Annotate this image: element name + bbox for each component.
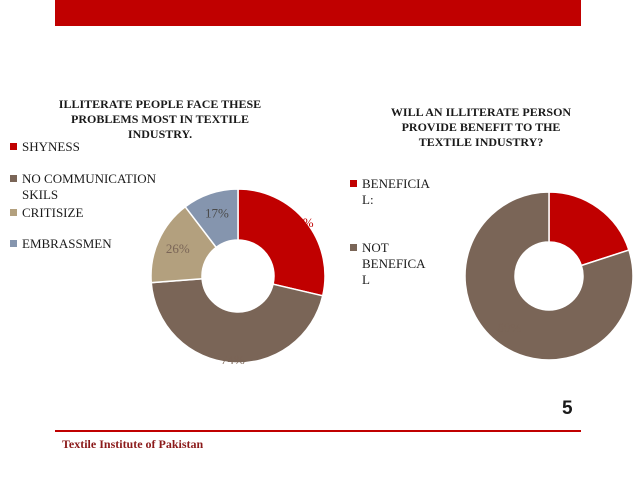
- legend-swatch: [10, 209, 17, 216]
- data-label: 20%: [575, 214, 599, 229]
- donut-slice-not-benefical: [464, 191, 634, 361]
- legend-item-beneficial: BENEFICIA L:: [350, 176, 462, 208]
- title-line: ILLITERATE PEOPLE FACE THESE: [58, 97, 262, 111]
- legend-item-no-communication: NO COMMUNICATION SKILS: [10, 171, 212, 203]
- legend-label: EMBRASSMEN: [22, 236, 112, 251]
- footer-divider: [55, 430, 581, 432]
- data-label: 47%: [290, 215, 314, 230]
- title-line: PROBLEMS MOST IN TEXTILE: [71, 112, 249, 126]
- legend-label: CRITISIZE: [22, 205, 84, 220]
- footer-org-name: Textile Institute of Pakistan: [62, 437, 204, 451]
- donut-slice-embrassmen: [184, 188, 239, 249]
- legend-swatch: [10, 175, 17, 182]
- legend-label: NO COMMUNICATION: [22, 171, 156, 186]
- legend-label: L:: [362, 192, 374, 207]
- chart-title-benefit: WILL AN ILLITERATE PERSON PROVIDE BENEFI…: [360, 105, 602, 150]
- donut-slice-no-communication-skils: [150, 277, 324, 364]
- top-accent-bar: [55, 0, 581, 26]
- legend-label: L: [362, 272, 370, 287]
- page-number: 5: [562, 398, 573, 419]
- legend-swatch: [10, 240, 17, 247]
- legend-label: BENEFICA: [362, 256, 426, 271]
- data-label: 17%: [205, 205, 229, 220]
- legend-item-shyness: SHYNESS: [10, 139, 212, 155]
- legend-swatch: [10, 143, 17, 150]
- legend-item-critisize: CRITISIZE: [10, 205, 212, 221]
- donut-slice-beneficial: [548, 191, 630, 267]
- title-line: TEXTILE INDUSTRY?: [418, 135, 544, 149]
- title-line: INDUSTRY.: [127, 127, 193, 141]
- title-line: WILL AN ILLITERATE PERSON: [390, 105, 572, 119]
- data-label: 26%: [166, 241, 190, 256]
- legend-item-embarrassment: EMBRASSMEN: [10, 236, 212, 252]
- donut-slice-shyness: [237, 188, 326, 297]
- legend-swatch: [350, 244, 357, 251]
- legend-label: NOT: [362, 240, 389, 255]
- data-label: 74%: [221, 352, 245, 367]
- title-line: PROVIDE BENEFIT TO THE: [401, 120, 561, 134]
- legend-label: SKILS: [22, 187, 59, 202]
- data-label: 80%: [497, 320, 521, 335]
- legend-swatch: [350, 180, 357, 187]
- legend-item-not-beneficial: NOT BENEFICA L: [350, 240, 442, 288]
- legend-label: SHYNESS: [22, 139, 80, 154]
- legend-label: BENEFICIA: [362, 176, 430, 191]
- chart-title-problems: ILLITERATE PEOPLE FACE THESE PROBLEMS MO…: [30, 97, 290, 142]
